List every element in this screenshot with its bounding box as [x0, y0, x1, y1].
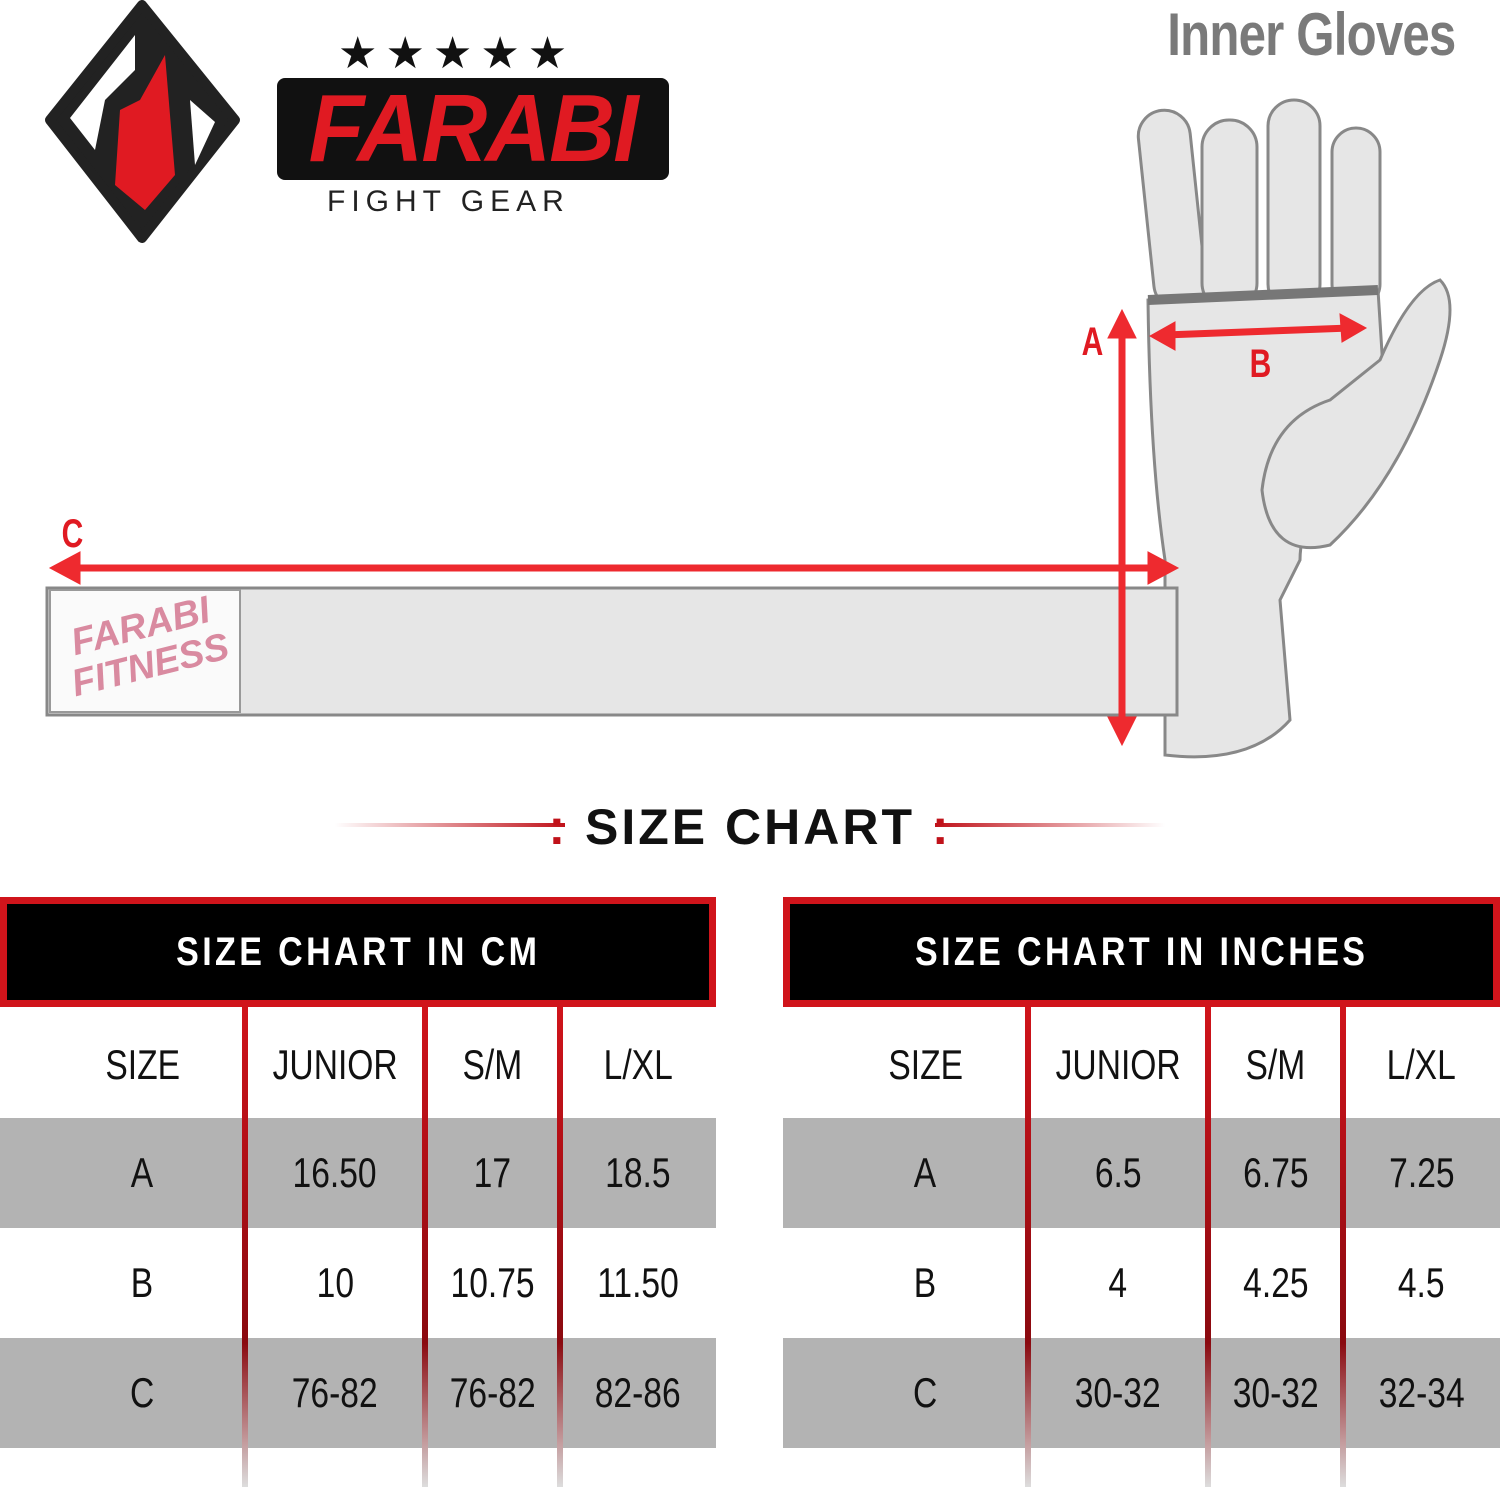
table-header: SIZE CHART IN CM [0, 897, 716, 1007]
table-row: A 6.5 6.75 7.25 [783, 1118, 1500, 1228]
dimension-label-c: C [61, 512, 84, 556]
table-cell: 6.75 [1242, 1149, 1309, 1196]
table-cell: 10 [316, 1259, 354, 1306]
column-header: L/XL [603, 1041, 673, 1088]
table-column-headers: SIZE JUNIOR S/M L/XL [0, 1010, 716, 1120]
column-divider [557, 1007, 563, 1487]
table-row: B 10 10.75 11.50 [0, 1228, 716, 1338]
page-title: Inner Gloves [1166, 1, 1456, 68]
column-header: S/M [462, 1041, 523, 1088]
column-header: L/XL [1386, 1041, 1457, 1088]
column-divider [1025, 1007, 1031, 1487]
brand-name: FARABI [308, 75, 639, 182]
table-cell: C [130, 1369, 155, 1416]
table-cell: 17 [473, 1149, 512, 1196]
table-cell: 4 [1108, 1259, 1128, 1306]
table-cell: 76-82 [449, 1369, 536, 1416]
table-column-headers: SIZE JUNIOR S/M L/XL [783, 1010, 1500, 1120]
column-divider [1205, 1007, 1211, 1487]
table-cell: 7.25 [1388, 1149, 1455, 1196]
table-row: C 30-32 30-32 32-34 [783, 1338, 1500, 1448]
column-divider [242, 1007, 248, 1487]
table-cell: 4.25 [1242, 1259, 1309, 1306]
column-divider [422, 1007, 428, 1487]
table-cell: A [914, 1149, 937, 1196]
table-cell: 16.50 [292, 1149, 378, 1196]
column-header: JUNIOR [272, 1041, 398, 1088]
table-cell: 30-32 [1075, 1369, 1161, 1416]
rating-stars: ★★★★★ [338, 29, 576, 78]
table-cell: 82-86 [595, 1369, 681, 1416]
table-cell: 4.5 [1398, 1259, 1445, 1306]
table-cell: B [914, 1259, 937, 1306]
table-cell: C [913, 1369, 938, 1416]
column-header: SIZE [105, 1041, 180, 1088]
brand-logo-mark [45, 0, 240, 243]
table-cell: 11.50 [597, 1259, 679, 1306]
table-cell: 30-32 [1232, 1369, 1319, 1416]
dimension-label-a: A [1081, 320, 1104, 364]
inner-glove-illustration [45, 98, 1452, 759]
size-table-cm: SIZE CHART IN CM SIZE JUNIOR S/M L/XL A … [0, 897, 716, 1487]
dimension-label-b: B [1249, 342, 1272, 386]
table-row: B 4 4.25 4.5 [783, 1228, 1500, 1338]
table-cell: 10.75 [450, 1259, 535, 1306]
size-table-inches: SIZE CHART IN INCHES SIZE JUNIOR S/M L/X… [783, 897, 1500, 1487]
heading-rule-left [335, 823, 565, 827]
column-header: S/M [1245, 1041, 1306, 1088]
column-header: SIZE [888, 1041, 963, 1088]
table-header: SIZE CHART IN INCHES [783, 897, 1500, 1007]
heading-rule-right [935, 823, 1165, 827]
size-chart-heading: : SIZE CHART : [548, 799, 952, 855]
table-row: A 16.50 17 18.5 [0, 1118, 716, 1228]
column-header: JUNIOR [1055, 1041, 1181, 1088]
table-cell: B [131, 1259, 154, 1306]
table-cell: 6.5 [1094, 1149, 1142, 1196]
column-divider [1340, 1007, 1346, 1487]
brand-tagline: FIGHT GEAR [327, 185, 570, 218]
table-cell: A [131, 1149, 154, 1196]
table-cell: 18.5 [605, 1149, 671, 1196]
table-cell: 76-82 [292, 1369, 378, 1416]
table-cell: 32-34 [1378, 1369, 1465, 1416]
table-row: C 76-82 76-82 82-86 [0, 1338, 716, 1448]
brand-wordmark: FARABI [277, 75, 669, 182]
